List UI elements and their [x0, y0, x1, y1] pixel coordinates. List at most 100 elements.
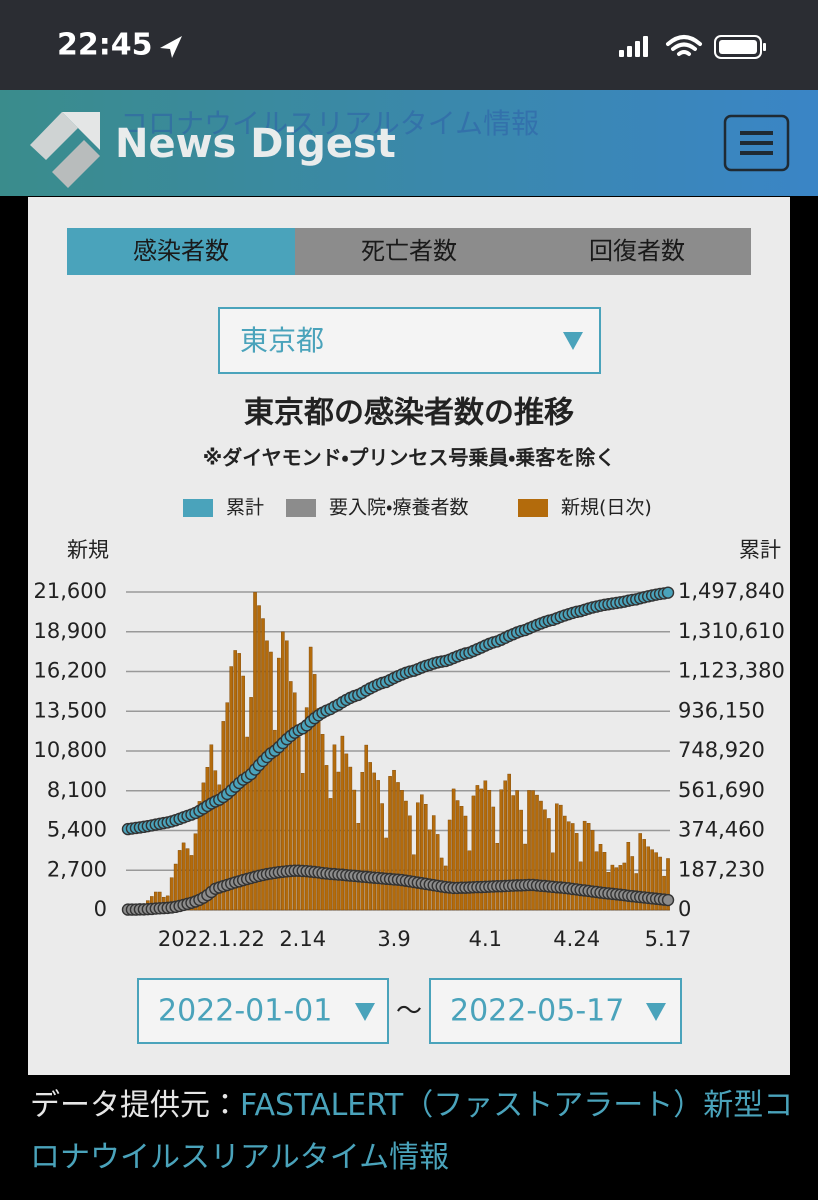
y2-tick-label: 187,230 — [678, 857, 765, 881]
y-tick-label: 0 — [94, 897, 107, 921]
end-date-select[interactable] — [429, 978, 682, 1044]
region-select[interactable] — [218, 307, 601, 374]
select-arrow[interactable] — [355, 1003, 375, 1021]
y2-tick-label: 561,690 — [678, 778, 765, 802]
bar — [332, 744, 337, 911]
bar — [467, 850, 472, 911]
bar — [392, 769, 396, 911]
tab[interactable] — [67, 228, 295, 275]
select-arrow[interactable] — [646, 1003, 666, 1021]
bar — [479, 788, 484, 911]
bar — [356, 823, 361, 911]
bar — [539, 800, 543, 911]
location-icon — [160, 36, 182, 58]
y-tick-label: 5,400 — [47, 818, 107, 842]
chart-title: 東京都の感染者数の推移 — [244, 396, 574, 431]
menu-button[interactable] — [723, 114, 790, 172]
bar — [269, 651, 273, 911]
y-tick-label: 21,600 — [34, 579, 107, 603]
date-separator: 〜 — [396, 997, 422, 1027]
tab-bar: 感染者数 死亡者数 回復者数 — [67, 228, 751, 275]
tab-label[interactable]: 回復者数 — [589, 237, 685, 265]
y2-tick-label: 1,310,610 — [678, 619, 785, 643]
bar — [626, 842, 631, 911]
bar — [217, 784, 222, 911]
bar — [451, 788, 456, 911]
bar — [503, 780, 507, 911]
bar — [304, 707, 309, 911]
start-date-value[interactable]: 2022-01-01 — [158, 994, 332, 1029]
bar — [650, 849, 654, 911]
y-tick-label: 2,700 — [47, 857, 107, 881]
x-tick-label: 5.17 — [645, 927, 692, 951]
bar — [300, 773, 305, 911]
y-tick-label: 18,900 — [34, 619, 107, 643]
bar — [483, 780, 488, 911]
bar — [527, 790, 531, 911]
logo-mark — [30, 112, 100, 188]
x-tick-label: 4.24 — [553, 927, 600, 951]
bar — [574, 833, 579, 911]
y2-tick-label: 1,123,380 — [678, 659, 785, 683]
bar — [352, 789, 357, 911]
bar — [570, 823, 575, 911]
bar — [646, 846, 650, 911]
bar — [543, 809, 547, 911]
bar — [566, 821, 571, 911]
bar — [559, 804, 563, 911]
start-date-select[interactable] — [137, 978, 389, 1044]
bar — [360, 772, 365, 911]
bar — [555, 803, 559, 911]
bar — [459, 806, 464, 911]
bar — [562, 815, 567, 911]
bar — [348, 766, 353, 911]
bar — [316, 708, 321, 911]
bar — [586, 823, 591, 911]
y-tick-label: 13,500 — [34, 698, 107, 722]
bar — [582, 820, 587, 911]
bar — [249, 697, 253, 911]
bar — [285, 640, 289, 911]
bar — [193, 833, 198, 911]
bar — [435, 834, 440, 911]
x-tick-label: 3.9 — [377, 927, 410, 951]
bar — [277, 657, 281, 911]
bar — [340, 735, 345, 911]
select-arrow[interactable] — [563, 332, 583, 350]
bar — [427, 829, 432, 911]
bar — [189, 855, 194, 911]
bar — [662, 875, 666, 911]
bar — [324, 765, 329, 911]
bar — [281, 631, 285, 911]
tab[interactable] — [523, 228, 751, 275]
bar — [499, 789, 504, 911]
x-tick-label: 2022.1.22 — [158, 927, 265, 951]
bar — [463, 815, 468, 911]
bar — [408, 815, 412, 911]
y2-tick-label: 936,150 — [678, 698, 765, 722]
logo-text[interactable]: News Digest — [115, 121, 396, 167]
end-date-value[interactable]: 2022-05-17 — [450, 994, 624, 1029]
y2-tick-label: 1,497,840 — [678, 579, 785, 603]
tab[interactable] — [295, 228, 523, 275]
tab-label[interactable]: 死亡者数 — [361, 237, 457, 265]
tab-label[interactable]: 感染者数 — [133, 237, 229, 265]
site-header — [0, 90, 818, 196]
bar — [515, 790, 519, 911]
bar — [594, 851, 599, 911]
bar — [312, 674, 317, 911]
bar — [416, 802, 420, 911]
region-select-value[interactable]: 東京都 — [240, 324, 324, 357]
source-link[interactable]: FASTALERT（ファストアラート）新型コロナウイルスリアルタイム情報 — [30, 1088, 794, 1175]
bar — [447, 819, 452, 911]
bar — [523, 843, 527, 911]
legend-swatch — [183, 499, 213, 517]
y-tick-label: 8,100 — [47, 778, 107, 802]
bar — [380, 803, 384, 911]
bar — [666, 858, 670, 911]
bar — [519, 809, 523, 911]
bar — [610, 864, 615, 911]
